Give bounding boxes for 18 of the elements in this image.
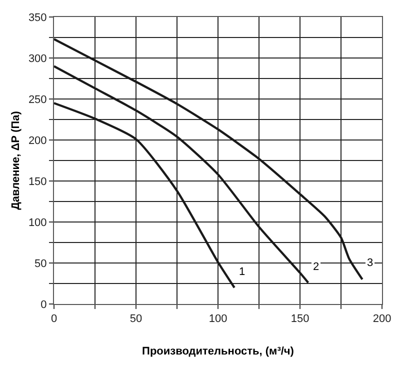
x-axis-title: Производительность, (м³/ч) [142, 345, 294, 358]
x-tick-label: 200 [372, 313, 392, 326]
y-tick-label: 50 [34, 258, 47, 270]
y-axis-title: Давление, ΔР (Па) [10, 110, 22, 210]
y-tick-label: 300 [28, 52, 47, 65]
y-tick-label: 0 [40, 298, 47, 311]
series-label: 3 [367, 257, 374, 269]
x-tick-label: 150 [290, 313, 310, 326]
x-tick-label: 50 [130, 313, 142, 326]
x-tick-label: 100 [208, 313, 228, 326]
y-tick-label: 250 [28, 94, 47, 106]
y-tick-label: 100 [28, 216, 47, 229]
y-tick-label: 350 [28, 12, 47, 24]
series-label: 2 [313, 261, 320, 273]
y-tick-label: 150 [28, 176, 47, 188]
y-tick-label: 200 [28, 134, 47, 147]
x-tick-label: 0 [50, 313, 58, 326]
series-label: 1 [239, 266, 246, 278]
